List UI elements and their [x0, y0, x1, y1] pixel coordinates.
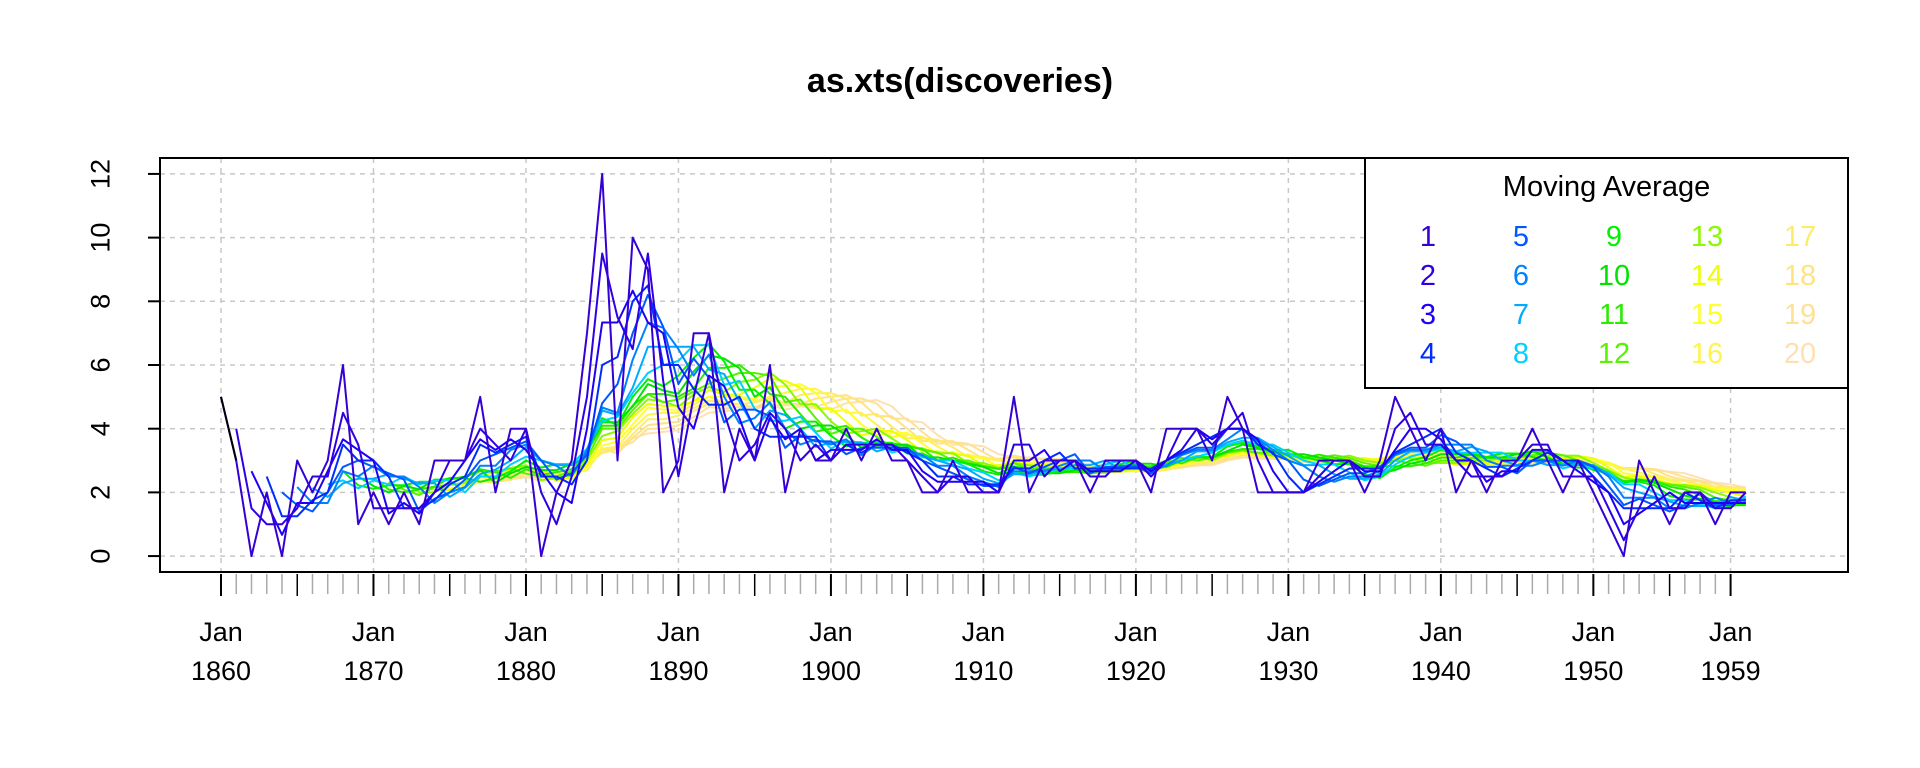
y-tick-label: 4 [85, 421, 115, 436]
x-tick-year-label: 1910 [953, 656, 1013, 686]
y-tick-label: 0 [85, 549, 115, 564]
legend-entry-15: 15 [1691, 299, 1723, 331]
legend-entry-9: 9 [1606, 221, 1622, 253]
legend-entry-1: 1 [1420, 221, 1436, 253]
series-lines [220, 172, 1747, 558]
y-tick-label: 6 [85, 357, 115, 372]
x-tick-year-label: 1930 [1258, 656, 1318, 686]
x-tick-month-label: Jan [504, 617, 548, 647]
x-tick-year-label: 1920 [1106, 656, 1166, 686]
legend-box [1364, 157, 1849, 389]
x-tick-month-label: Jan [199, 617, 243, 647]
series-first-segment [220, 396, 238, 461]
y-tick-label: 12 [85, 159, 115, 189]
legend-entry-10: 10 [1598, 260, 1630, 292]
x-tick-year-label: 1900 [801, 656, 861, 686]
legend-entry-18: 18 [1784, 260, 1816, 292]
x-tick-year-label: 1940 [1411, 656, 1471, 686]
x-tick-month-label: Jan [809, 617, 853, 647]
x-tick-month-label: Jan [1572, 617, 1616, 647]
legend-entry-19: 19 [1784, 299, 1816, 331]
x-tick-year-label: 1950 [1563, 656, 1623, 686]
x-tick-year-label: 1890 [648, 656, 708, 686]
x-tick-month-label: Jan [1114, 617, 1158, 647]
legend: Moving Average12345678910111213141516171… [1364, 157, 1849, 389]
legend-entry-4: 4 [1420, 338, 1436, 370]
legend-entry-3: 3 [1420, 299, 1436, 331]
x-tick-year-label: 1860 [191, 656, 251, 686]
legend-entry-11: 11 [1599, 299, 1629, 331]
legend-entry-16: 16 [1691, 338, 1723, 370]
grid-lines [160, 158, 1848, 572]
legend-title: Moving Average [1503, 171, 1710, 203]
chart-title: as.xts(discoveries) [807, 62, 1113, 100]
x-tick-year-label: 1959 [1701, 656, 1761, 686]
axes: 024681012Jan1860Jan1870Jan1880Jan1890Jan… [85, 157, 1849, 686]
x-tick-month-label: Jan [657, 617, 701, 647]
legend-entry-20: 20 [1784, 338, 1816, 370]
series-line-ma-5 [281, 293, 1747, 513]
legend-entry-5: 5 [1513, 221, 1529, 253]
x-tick-month-label: Jan [1419, 617, 1463, 647]
series-line-ma-1 [220, 172, 1746, 558]
legend-entry-7: 7 [1513, 299, 1529, 331]
legend-entry-14: 14 [1691, 260, 1723, 292]
y-tick-label: 10 [85, 223, 115, 253]
x-tick-month-label: Jan [1709, 617, 1753, 647]
legend-entry-8: 8 [1513, 338, 1529, 370]
x-tick-month-label: Jan [352, 617, 396, 647]
x-tick-year-label: 1870 [343, 656, 403, 686]
x-tick-month-label: Jan [962, 617, 1006, 647]
y-tick-label: 8 [85, 294, 115, 309]
legend-entry-2: 2 [1420, 260, 1436, 292]
x-tick-year-label: 1880 [496, 656, 556, 686]
x-tick-month-label: Jan [1267, 617, 1311, 647]
legend-entry-13: 13 [1691, 221, 1723, 253]
y-tick-label: 2 [85, 485, 115, 500]
legend-entry-6: 6 [1513, 260, 1529, 292]
legend-entry-17: 17 [1784, 221, 1816, 253]
legend-entry-12: 12 [1598, 338, 1630, 370]
